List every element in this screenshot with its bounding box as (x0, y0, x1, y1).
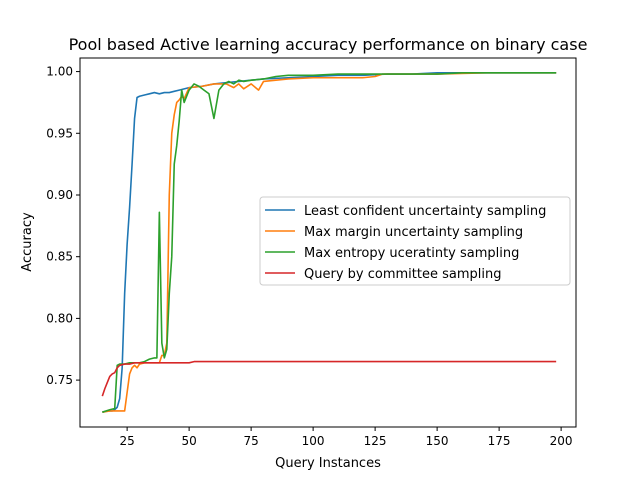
y-axis-ticks: 0.75 0.80 0.85 0.90 0.95 1.00 (46, 65, 80, 387)
legend-label-max-margin: Max margin uncertainty sampling (304, 225, 523, 240)
x-tick-label: 25 (119, 434, 134, 448)
legend: Least confident uncertainty sampling Max… (259, 196, 571, 286)
x-tick-label: 100 (302, 434, 325, 448)
x-axis-label: Query Instances (275, 456, 381, 471)
y-tick-label: 0.80 (46, 311, 73, 325)
series-line-query-by-committee (101, 360, 557, 397)
y-tick-label: 0.85 (46, 250, 73, 264)
y-tick-label: 0.95 (46, 126, 73, 140)
legend-box (259, 196, 571, 286)
legend-label-query-by-committee: Query by committee sampling (304, 267, 501, 282)
x-tick-label: 125 (364, 434, 387, 448)
chart-title: Pool based Active learning accuracy perf… (69, 35, 588, 54)
legend-label-max-entropy: Max entropy uceratinty sampling (304, 246, 519, 261)
y-tick-label: 0.75 (46, 373, 73, 387)
x-tick-label: 150 (426, 434, 449, 448)
plot-frame (79, 57, 577, 428)
x-tick-label: 175 (488, 434, 511, 448)
y-tick-label: 1.00 (46, 65, 73, 79)
y-axis-label: Accuracy (20, 212, 35, 272)
x-tick-label: 50 (181, 434, 196, 448)
y-tick-label: 0.90 (46, 188, 73, 202)
x-tick-label: 200 (550, 434, 573, 448)
x-axis-ticks: 25 50 75 100 125 150 175 200 (119, 427, 573, 448)
series-layer (101, 72, 557, 413)
legend-label-least-confident: Least confident uncertainty sampling (304, 204, 546, 219)
x-tick-label: 75 (243, 434, 258, 448)
